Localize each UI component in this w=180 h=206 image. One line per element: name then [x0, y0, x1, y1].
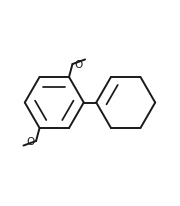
- Text: O: O: [74, 60, 82, 70]
- Text: O: O: [26, 136, 35, 146]
